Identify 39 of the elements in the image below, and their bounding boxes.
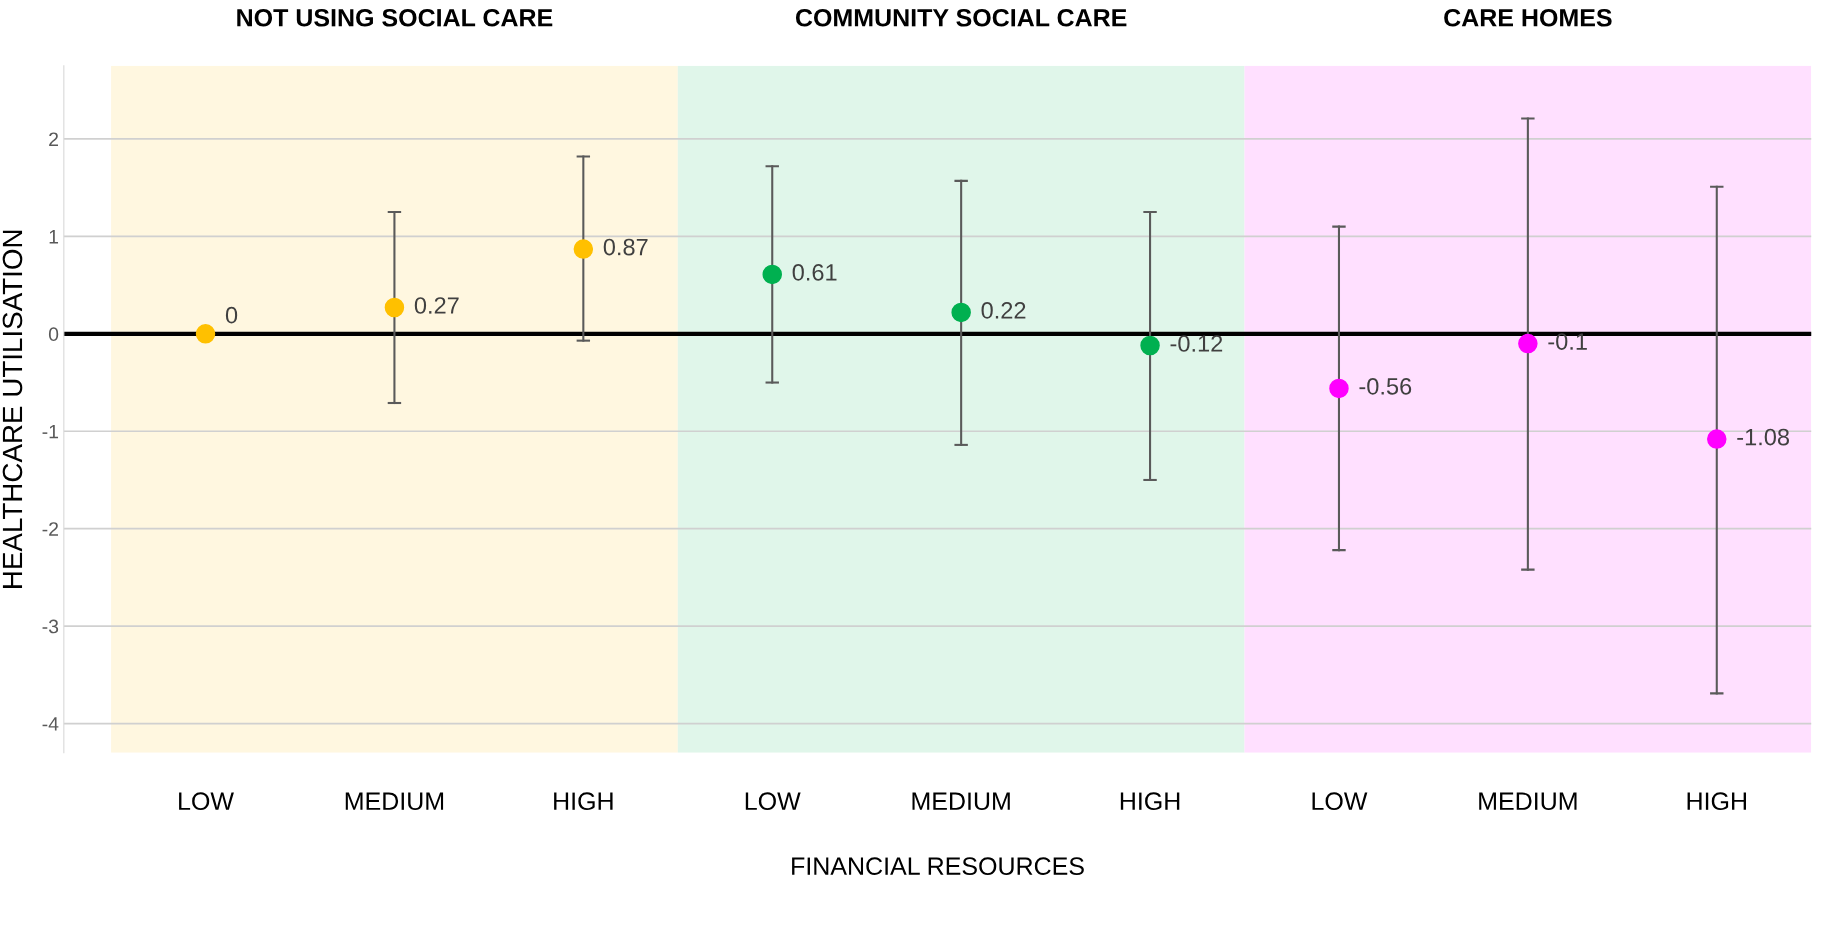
y-tick-label: -4 xyxy=(42,717,59,731)
x-tick-label: LOW xyxy=(1312,792,1368,811)
y-tick-label: 0 xyxy=(48,327,59,342)
x-tick-label: HIGH xyxy=(554,792,613,811)
x-tick-label: MEDIUM xyxy=(912,792,1010,811)
data-label: 0.27 xyxy=(414,297,459,314)
data-label: -0.56 xyxy=(1359,378,1412,395)
y-tick-label: 2 xyxy=(49,132,58,146)
x-tick-label: LOW xyxy=(179,792,234,811)
data-label: 0.87 xyxy=(603,238,648,256)
y-tick-label: -3 xyxy=(42,619,59,634)
data-label: -0.12 xyxy=(1170,335,1223,352)
point xyxy=(1329,378,1349,399)
point xyxy=(195,324,216,344)
x-tick-label: MEDIUM xyxy=(345,792,444,811)
y-axis-title: HEALTHCARE UTILISATION xyxy=(2,230,23,588)
y-tick-label: -1 xyxy=(42,424,59,439)
point xyxy=(951,302,971,323)
y-tick-label: 1 xyxy=(49,230,59,244)
x-tick-label: HIGH xyxy=(1120,792,1180,811)
point xyxy=(384,297,405,318)
x-tick-label: HIGH xyxy=(1687,792,1746,811)
text: NOT USING SOCIAL CARE xyxy=(237,8,553,27)
text: CARE HOMES xyxy=(1444,8,1612,27)
text: COMMUNITY SOCIAL CARE xyxy=(795,8,1127,27)
data-label: -1.08 xyxy=(1737,428,1790,446)
data-label: 0 xyxy=(225,306,238,324)
data-label: 0.22 xyxy=(981,302,1026,319)
x-axis-title: FINANCIAL RESOURCES xyxy=(792,857,1084,876)
point xyxy=(762,264,782,285)
data-label: 0.61 xyxy=(792,264,837,281)
point xyxy=(1707,429,1727,449)
x-tick-label: LOW xyxy=(745,792,801,811)
point xyxy=(1140,335,1160,356)
data-label: -0.1 xyxy=(1548,333,1587,350)
x-tick-label: MEDIUM xyxy=(1479,792,1577,811)
point xyxy=(573,239,594,259)
point xyxy=(1518,333,1538,354)
y-tick-label: -2 xyxy=(42,522,58,536)
